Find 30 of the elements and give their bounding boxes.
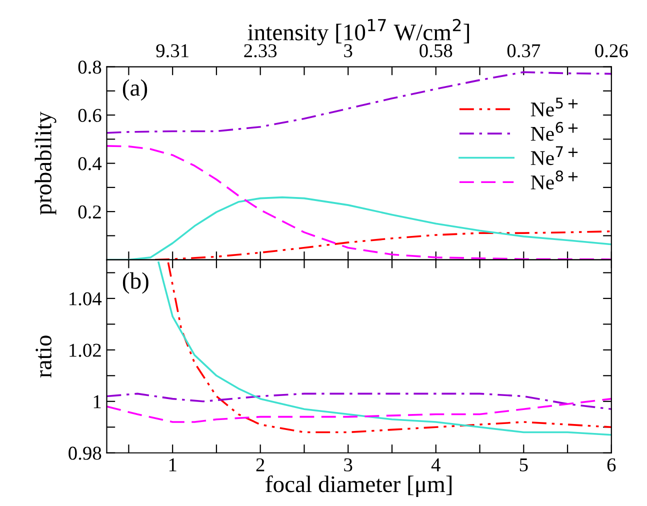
legend-label: Ne$^{7+}$ (530, 146, 578, 166)
x-tick-label: 1 (169, 458, 176, 472)
annotation: 3 (344, 44, 352, 58)
y-tick-label: 0.4 (78, 157, 102, 170)
annotation: 2.33 (244, 44, 277, 58)
y-axis-title: probability (34, 112, 56, 215)
x-axis-title: focal diameter [μm] (266, 475, 452, 498)
legend-label: Ne$^{8+}$ (530, 170, 578, 190)
x-tick-label: 2 (256, 458, 264, 472)
annotation: (a) (122, 79, 148, 101)
y-tick-label: 1 (94, 395, 101, 408)
annotation: 0.26 (595, 44, 628, 58)
y-tick-label: 0.98 (68, 446, 102, 460)
x-tick-label: 3 (344, 458, 352, 472)
x-tick-label: 4 (431, 458, 440, 472)
x-tick-label: 5 (520, 458, 528, 472)
legend-label: Ne$^{5+}$ (530, 98, 578, 117)
annotation: 0.58 (420, 44, 452, 58)
annotation: (b) (122, 272, 148, 294)
legend-label: Ne$^{6+}$ (530, 122, 578, 141)
y-tick-label: 0.6 (78, 108, 102, 122)
annotation: 0.37 (507, 44, 540, 58)
y-axis-title: ratio (36, 336, 52, 378)
annotation: 9.31 (156, 44, 188, 58)
y-tick-label: 1.02 (70, 344, 101, 357)
y-tick-label: 0.2 (78, 205, 101, 219)
y-tick-label: 0.8 (78, 60, 102, 74)
x2-axis-title: intensity [10$^{17}$ W/cm$^{2}$] (248, 18, 469, 46)
y-tick-label: 1.04 (70, 292, 102, 306)
x-tick-label: 6 (607, 458, 616, 472)
